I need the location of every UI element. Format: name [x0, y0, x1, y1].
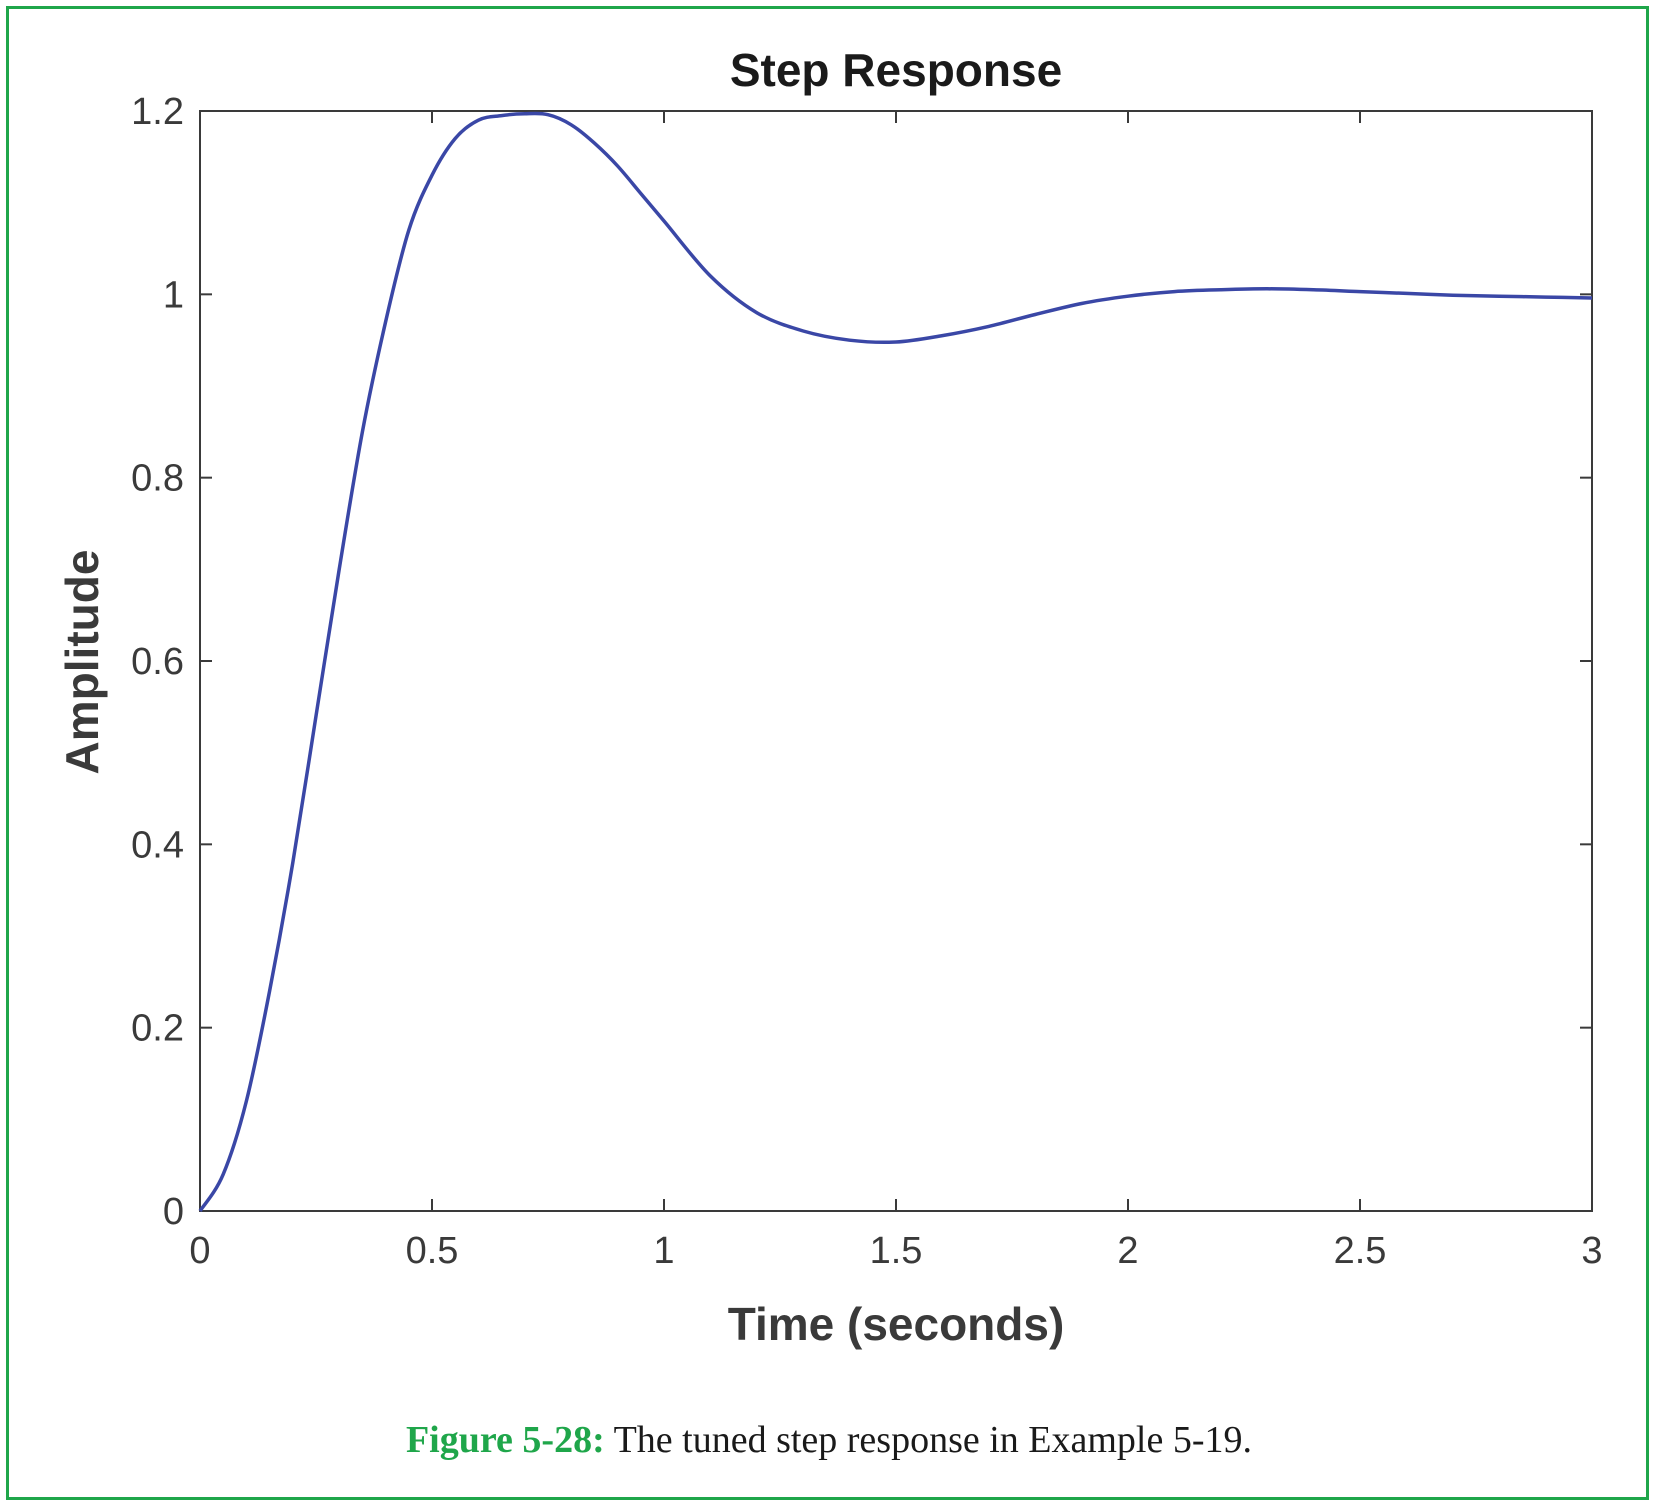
- figure-caption: Figure 5-28: The tuned step response in …: [0, 1418, 1658, 1462]
- axes: [199, 110, 1593, 1212]
- y-tick-label: 0: [163, 1191, 184, 1233]
- y-tick-label: 1.2: [131, 91, 184, 133]
- x-axis-label: Time (seconds): [728, 1298, 1065, 1350]
- x-tick-label: 1.5: [870, 1230, 923, 1272]
- plot-box: [199, 110, 1593, 1212]
- y-tick-label: 0.4: [131, 824, 184, 866]
- x-tick-label: 2.5: [1334, 1230, 1387, 1272]
- step-response-chart: Step Response 0 0.5 1 1.5 2 2.5 3 0 0.2 0.4 0.6 0.8…: [56, 44, 1603, 1350]
- series-layer: [198, 111, 1593, 1212]
- y-tick-label: 1: [163, 274, 184, 316]
- x-tick-label: 1: [653, 1230, 674, 1272]
- ticks: 0 0.5 1 1.5 2 2.5 3 0 0.2 0.4 0.6 0.8 1 1.2: [131, 91, 1602, 1272]
- y-tick-label: 0.6: [131, 641, 184, 683]
- chart-title: Step Response: [730, 44, 1062, 96]
- series-line: [198, 111, 1593, 1212]
- x-tick-label: 0: [189, 1230, 210, 1272]
- y-tick-label: 0.2: [131, 1008, 184, 1050]
- x-tick-label: 3: [1581, 1230, 1602, 1272]
- y-tick-label: 0.8: [131, 458, 184, 500]
- x-tick-label: 0.5: [406, 1230, 459, 1272]
- y-axis-label: Amplitude: [56, 550, 108, 775]
- figure-frame: [6, 6, 1649, 1500]
- caption-label: Figure 5-28:: [405, 1419, 605, 1461]
- caption-text: The tuned step response in Example 5-19.: [613, 1419, 1253, 1461]
- x-tick-label: 2: [1117, 1230, 1138, 1272]
